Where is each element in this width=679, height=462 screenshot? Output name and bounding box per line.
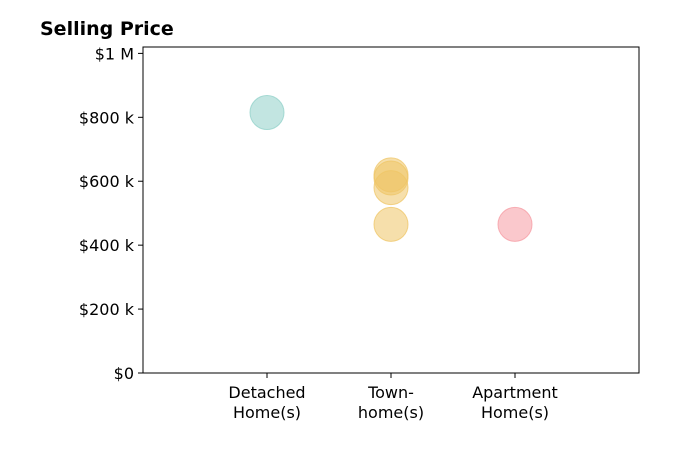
y-tick-label: $600 k bbox=[79, 172, 135, 191]
data-point bbox=[373, 170, 409, 206]
data-point bbox=[497, 206, 533, 242]
y-tick-label: $400 k bbox=[79, 236, 135, 255]
y-tick-label: $1 M bbox=[95, 44, 134, 63]
chart-title: Selling Price bbox=[40, 18, 174, 40]
y-tick-label: $200 k bbox=[79, 300, 135, 319]
x-tick-label: Detached Home(s) bbox=[228, 383, 305, 422]
x-axis: Detached Home(s)Town-home(s)Apartment Home… bbox=[228, 373, 558, 422]
points-layer bbox=[249, 95, 533, 242]
y-axis: $0 $200 k $400 k $600 k $800 k $1 M bbox=[79, 44, 143, 383]
data-point bbox=[373, 206, 409, 242]
x-tick-label-line: Home(s) bbox=[481, 403, 549, 422]
x-tick-label-line: home(s) bbox=[358, 403, 424, 422]
x-tick-label-line: Apartment bbox=[472, 383, 558, 402]
x-tick-label: Town-home(s) bbox=[358, 383, 424, 422]
x-tick-label: Apartment Home(s) bbox=[472, 383, 558, 422]
data-point bbox=[249, 95, 285, 131]
y-tick-label: $0 bbox=[114, 364, 134, 383]
x-tick-label-line: Home(s) bbox=[233, 403, 301, 422]
x-tick-label-line: Town- bbox=[367, 383, 414, 402]
x-tick-label-line: Detached bbox=[228, 383, 305, 402]
y-tick-label: $800 k bbox=[79, 108, 135, 127]
